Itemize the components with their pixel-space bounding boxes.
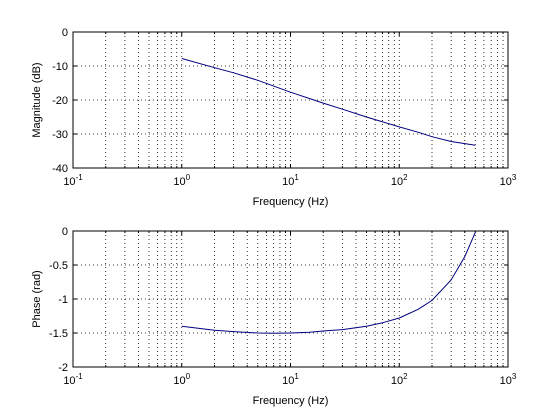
- phase-x-axis-label: Frequency (Hz): [253, 395, 329, 407]
- phase-y-tick-label: -1.5: [49, 328, 68, 340]
- phase-x-tick-label: 102: [391, 372, 408, 387]
- phase-y-axis-label: Phase (rad): [31, 270, 43, 327]
- magnitude-x-tick-label: 10-1: [63, 173, 83, 188]
- magnitude-x-tick-label: 101: [282, 173, 299, 188]
- phase-x-tick-label: 10-1: [63, 372, 83, 387]
- phase-x-tick-label: 103: [500, 372, 517, 387]
- magnitude-y-tick-label: -20: [52, 95, 68, 107]
- magnitude-x-tick-label: 103: [500, 173, 517, 188]
- phase-x-tick-label: 100: [173, 372, 190, 387]
- phase-y-tick-label: -1: [58, 294, 68, 306]
- magnitude-axes: 10-1 100 101 102 103 0 -10 -20 -30 -40 Frequency (…: [31, 27, 517, 208]
- phase-y-tick-label: 0: [62, 226, 68, 238]
- phase-y-tick-label: -0.5: [49, 260, 68, 272]
- phase-series-line: [181, 232, 476, 334]
- phase-y-tick-label: -2: [58, 362, 68, 374]
- magnitude-x-tick-label: 100: [173, 173, 190, 188]
- magnitude-y-axis-label: Magnitude (dB): [31, 62, 43, 137]
- phase-x-tick-label: 101: [282, 372, 299, 387]
- magnitude-series-line: [181, 58, 476, 146]
- phase-axes: 10-1 100 101 102 103 0 -0.5 -1 -1.5 -2 Frequency (…: [31, 226, 517, 407]
- magnitude-y-tick-label: -40: [52, 163, 68, 175]
- magnitude-x-axis-label: Frequency (Hz): [253, 196, 329, 208]
- magnitude-y-tick-label: -10: [52, 61, 68, 73]
- magnitude-y-tick-label: -30: [52, 129, 68, 141]
- magnitude-x-tick-label: 102: [391, 173, 408, 188]
- magnitude-y-tick-label: 0: [62, 27, 68, 39]
